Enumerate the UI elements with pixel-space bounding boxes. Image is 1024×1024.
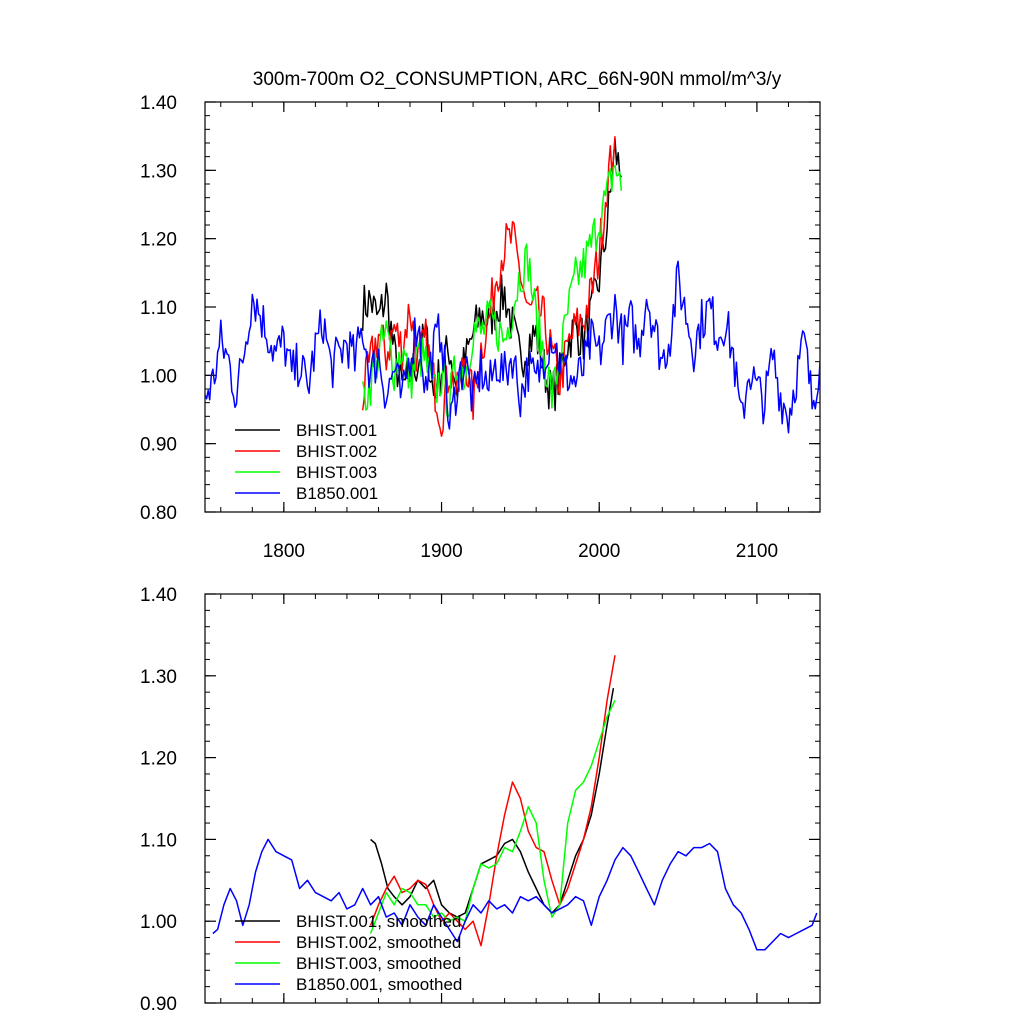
top-plot-area: 1800 1900 2000 2100 0.80 0.90 1.00 1.10 1.20 1.30… bbox=[140, 93, 821, 562]
series-line-2 bbox=[369, 655, 616, 947]
series-line-3 bbox=[361, 164, 623, 419]
legend-label: BHIST.001, smoothed bbox=[296, 912, 461, 931]
y-tick-label: 1.30 bbox=[140, 161, 177, 182]
plot-frame bbox=[204, 593, 821, 1004]
y-tick-label: 1.40 bbox=[140, 585, 177, 606]
legend-label: BHIST.003 bbox=[296, 463, 377, 482]
series-line-4 bbox=[205, 260, 820, 434]
y-tick-label: 0.80 bbox=[140, 503, 177, 524]
legend-label: BHIST.002 bbox=[296, 442, 377, 461]
x-tick-label: 2100 bbox=[736, 541, 778, 562]
series-line-2 bbox=[361, 136, 616, 437]
series-line-4 bbox=[212, 838, 818, 951]
y-tick-label: 0.90 bbox=[140, 435, 177, 456]
x-tick-label: 2000 bbox=[578, 541, 620, 562]
chart-title: 300m-700m O2_CONSUMPTION, ARC_66N-90N mm… bbox=[253, 69, 782, 90]
y-tick-label: 1.20 bbox=[140, 230, 177, 251]
y-tick-label: 1.40 bbox=[140, 93, 177, 114]
y-tick-label: 1.10 bbox=[140, 298, 177, 319]
legend-label: B1850.001 bbox=[296, 484, 378, 503]
bottom-panel: 0.90 1.00 1.10 1.20 1.30 1.40 BHIST.001, smoo… bbox=[140, 585, 821, 1015]
x-tick-label: 1900 bbox=[420, 541, 462, 562]
series-line-3 bbox=[369, 699, 616, 934]
legend-label: BHIST.002, smoothed bbox=[296, 933, 461, 952]
y-tick-label: 1.00 bbox=[140, 912, 177, 933]
bottom-legend: BHIST.001, smoothed BHIST.002, smoothed BH… bbox=[235, 912, 462, 994]
y-tick-label: 1.10 bbox=[140, 830, 177, 851]
legend-label: BHIST.003, smoothed bbox=[296, 954, 461, 973]
series-line-1 bbox=[361, 137, 622, 412]
top-legend: BHIST.001 BHIST.002 BHIST.003 B1850.001 bbox=[235, 421, 378, 503]
y-tick-label: 0.90 bbox=[140, 994, 177, 1015]
y-tick-label: 1.20 bbox=[140, 749, 177, 770]
series-line-1 bbox=[370, 687, 615, 918]
x-tick-label: 1800 bbox=[263, 541, 305, 562]
y-tick-label: 1.00 bbox=[140, 366, 177, 387]
legend-label: BHIST.001 bbox=[296, 421, 377, 440]
legend-label: B1850.001, smoothed bbox=[296, 975, 462, 994]
bottom-plot-area: 0.90 1.00 1.10 1.20 1.30 1.40 bbox=[140, 585, 821, 1015]
y-tick-label: 1.30 bbox=[140, 667, 177, 688]
top-panel: 300m-700m O2_CONSUMPTION, ARC_66N-90N mm… bbox=[140, 69, 821, 562]
